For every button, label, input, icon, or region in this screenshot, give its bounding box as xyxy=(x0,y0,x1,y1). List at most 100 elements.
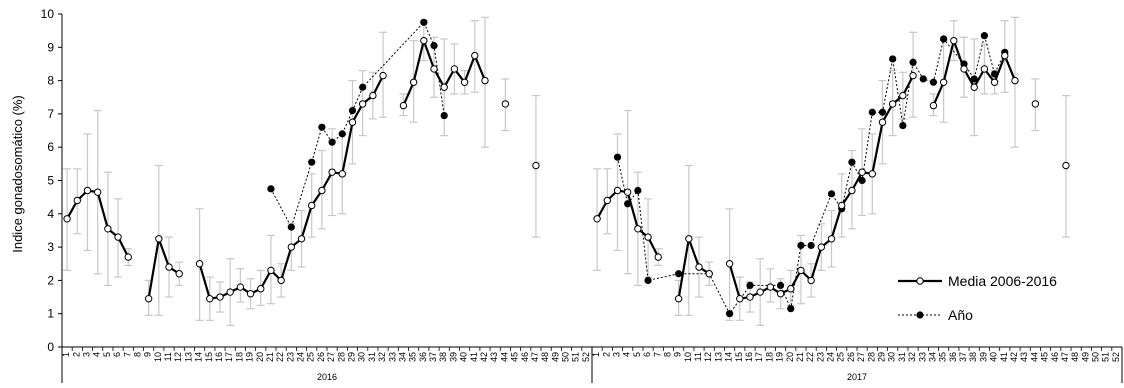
mean-point xyxy=(746,293,754,301)
year-line xyxy=(270,21,445,229)
x-tick-label: 7 xyxy=(122,352,132,357)
mean-point xyxy=(236,283,245,291)
x-tick-label: 48 xyxy=(1070,352,1080,362)
x-tick-label: 36 xyxy=(948,352,958,362)
mean-point xyxy=(175,270,183,278)
y-tick-label: 5 xyxy=(47,174,54,188)
y-tick-label: 3 xyxy=(47,240,54,254)
x-tick-label: 52 xyxy=(1111,352,1121,362)
year-point xyxy=(440,111,448,120)
y-tick-label: 9 xyxy=(47,40,54,54)
x-tick-label: 5 xyxy=(102,352,112,357)
mean-point xyxy=(970,83,978,91)
mean-point xyxy=(797,266,805,275)
x-tick-label: 18 xyxy=(764,352,774,362)
mean-point xyxy=(195,260,204,268)
year-point xyxy=(308,158,316,166)
mean-point xyxy=(685,235,693,243)
x-tick-label: 47 xyxy=(1060,352,1070,362)
mean-point xyxy=(318,186,326,195)
year-point xyxy=(420,18,428,26)
year-point xyxy=(889,55,897,63)
mean-point xyxy=(817,243,826,251)
x-tick-label: 8 xyxy=(662,352,672,357)
x-tick-label: 33 xyxy=(917,352,927,362)
x-tick-label: 41 xyxy=(999,352,1009,362)
year-point xyxy=(348,106,357,115)
mean-point xyxy=(725,260,734,268)
mean-point xyxy=(613,186,622,195)
mean-point xyxy=(1031,100,1040,108)
year-point xyxy=(878,108,887,116)
mean-point xyxy=(144,295,153,303)
mean-point xyxy=(593,215,601,223)
year-point xyxy=(858,176,866,185)
mean-point xyxy=(308,201,316,210)
x-tick-label: 10 xyxy=(683,352,693,362)
x-tick-label: 4 xyxy=(92,352,102,357)
x-group-label: 2016 xyxy=(317,372,337,382)
x-tick-label: 52 xyxy=(581,352,591,362)
y-tick-label: 10 xyxy=(41,7,55,21)
mean-series xyxy=(63,36,1070,303)
mean-point xyxy=(206,295,214,303)
x-tick-label: 20 xyxy=(255,352,265,362)
x-tick-label: 25 xyxy=(306,352,316,362)
x-tick-label: 18 xyxy=(234,352,244,362)
y-tick-label: 0 xyxy=(47,340,54,354)
x-tick-label: 10 xyxy=(153,352,163,362)
mean-point xyxy=(868,170,876,178)
mean-point xyxy=(1062,161,1070,170)
mean-point xyxy=(409,78,418,86)
x-tick-label: 14 xyxy=(194,352,204,362)
x-tick-label: 44 xyxy=(499,352,509,362)
x-tick-label: 40 xyxy=(459,352,469,362)
year-point xyxy=(868,108,876,116)
mean-point xyxy=(124,253,132,261)
mean-point xyxy=(216,293,224,301)
x-tick-label: 17 xyxy=(754,352,764,362)
y-tick-label: 2 xyxy=(47,273,54,287)
mean-point xyxy=(63,215,71,223)
mean-point xyxy=(379,71,387,80)
year-point xyxy=(318,123,326,131)
mean-point xyxy=(471,51,479,60)
year-point xyxy=(807,241,815,250)
mean-point xyxy=(297,235,306,243)
year-point xyxy=(776,281,785,289)
x-tick-label: 19 xyxy=(775,352,785,362)
x-tick-label: 2 xyxy=(601,352,611,357)
x-tick-label: 39 xyxy=(448,352,458,362)
mean-point xyxy=(674,295,683,303)
x-tick-label: 17 xyxy=(224,352,234,362)
mean-point xyxy=(980,65,989,73)
mean-point xyxy=(104,225,112,233)
x-tick-label: 41 xyxy=(469,352,479,362)
x-tick-label: 46 xyxy=(520,352,530,362)
mean-point xyxy=(83,186,92,195)
x-tick-label: 7 xyxy=(652,352,662,357)
x-tick-label: 16 xyxy=(744,352,754,362)
x-tick-label: 45 xyxy=(1040,352,1050,362)
y-axis-label: Indice gonadosomático (%) xyxy=(10,95,25,253)
y-tick-label: 7 xyxy=(47,107,54,121)
mean-point xyxy=(114,233,122,241)
mean-point xyxy=(756,288,764,296)
year-point xyxy=(970,75,978,83)
mean-point xyxy=(695,263,703,271)
year-point xyxy=(940,35,948,43)
x-group-label: 2017 xyxy=(847,372,867,382)
x-tick-label: 38 xyxy=(438,352,448,362)
x-tick-label: 38 xyxy=(968,352,978,362)
x-tick-label: 32 xyxy=(377,352,387,362)
x-tick-label: 3 xyxy=(611,352,621,357)
mean-point xyxy=(1011,76,1019,85)
x-tick-label: 51 xyxy=(571,352,581,362)
x-tick-label: 21 xyxy=(795,352,805,362)
mean-point xyxy=(287,243,296,251)
year-point xyxy=(929,78,938,86)
y-tick-label: 8 xyxy=(47,74,54,88)
x-tick-label: 31 xyxy=(367,352,377,362)
